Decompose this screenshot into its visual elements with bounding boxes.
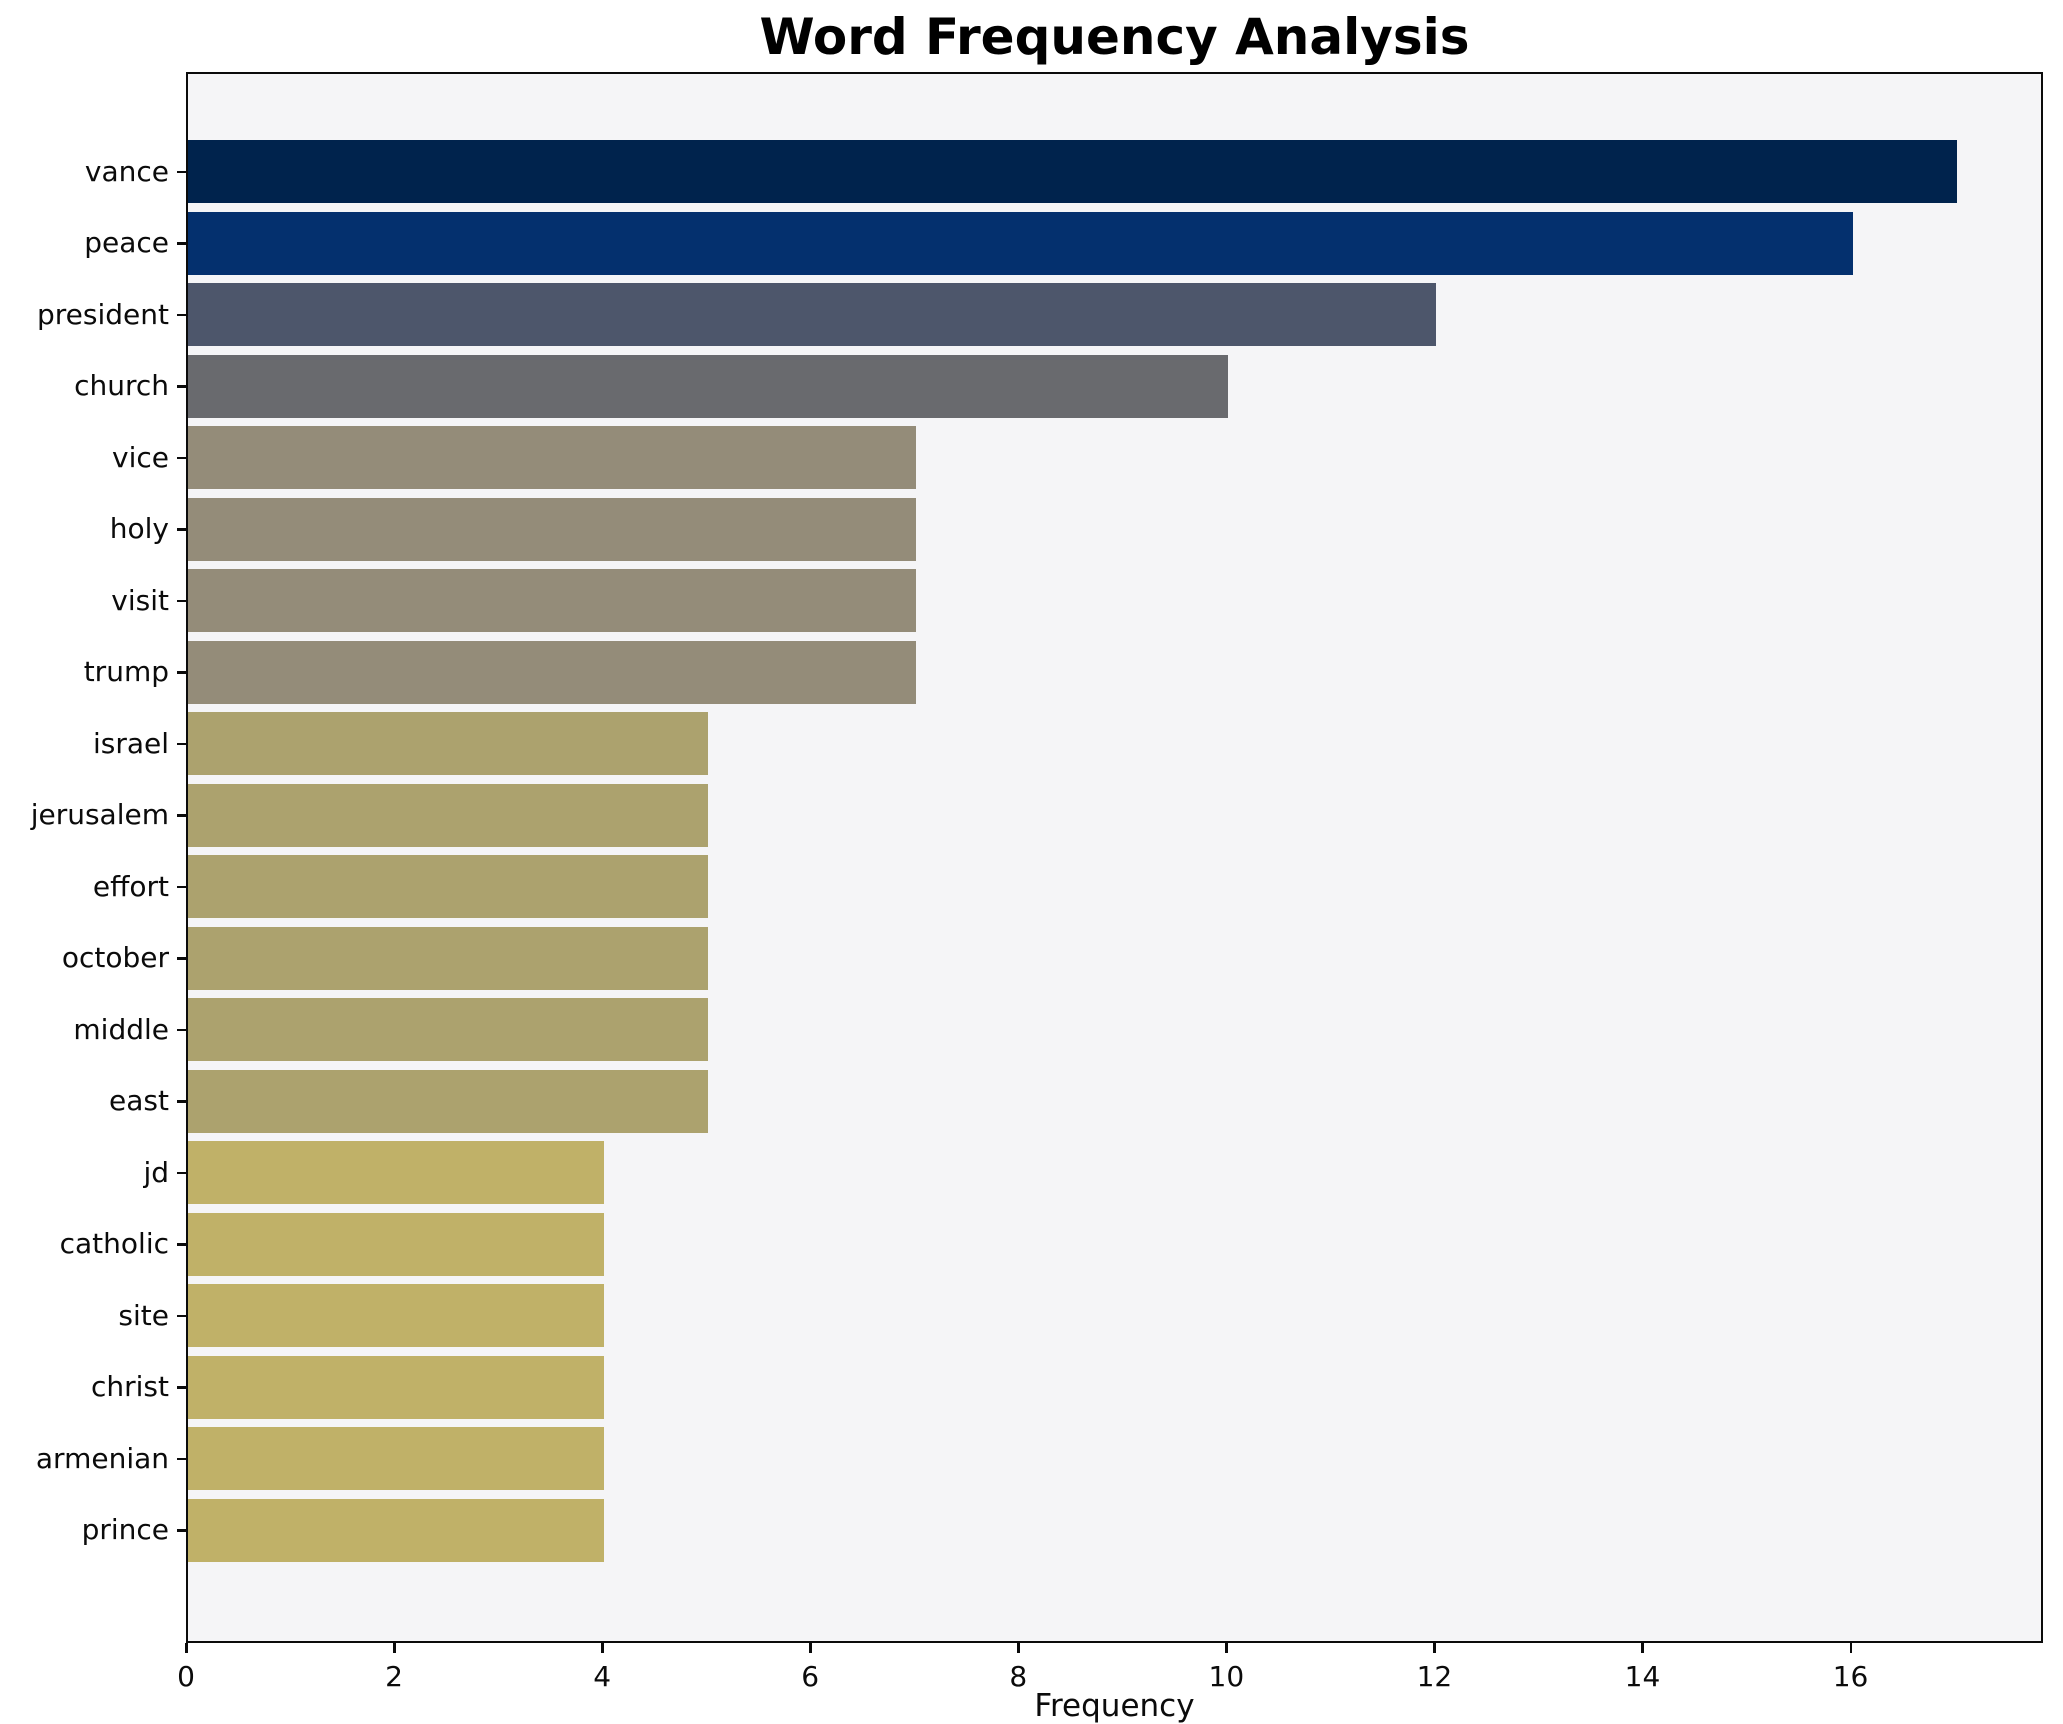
y-tick-prince	[177, 1529, 186, 1532]
y-label-vance: vance	[84, 154, 169, 188]
y-tick-october	[177, 957, 186, 960]
y-label-east: east	[109, 1084, 169, 1117]
bar-holy	[188, 497, 917, 561]
x-tick-label-0: 0	[177, 1660, 195, 1693]
bar-armenian	[188, 1427, 605, 1490]
bar-vance	[188, 140, 1957, 203]
x-tick-label-16: 16	[1832, 1660, 1869, 1693]
x-tick-label-12: 12	[1416, 1660, 1453, 1693]
bar-trump	[188, 640, 917, 704]
y-tick-effort	[177, 885, 186, 888]
y-tick-vice	[177, 456, 186, 459]
y-tick-armenian	[177, 1457, 186, 1460]
bar-effort	[188, 855, 709, 918]
y-tick-east	[177, 1100, 186, 1103]
y-label-effort: effort	[92, 869, 169, 903]
y-tick-israel	[177, 742, 186, 745]
y-label-peace: peace	[84, 226, 169, 259]
y-label-armenian: armenian	[35, 1441, 169, 1475]
y-label-middle: middle	[73, 1012, 169, 1046]
x-tick-label-10: 10	[1208, 1660, 1245, 1693]
x-tick-2	[393, 1643, 396, 1653]
y-tick-peace	[177, 242, 186, 245]
bar-president	[188, 283, 1437, 346]
x-tick-8	[1017, 1643, 1020, 1653]
bar-jd	[188, 1141, 605, 1204]
x-tick-14	[1641, 1643, 1644, 1653]
bar-site	[188, 1284, 605, 1347]
x-tick-4	[601, 1643, 604, 1653]
y-tick-president	[177, 313, 186, 316]
y-tick-catholic	[177, 1243, 186, 1246]
bar-prince	[188, 1498, 605, 1562]
x-tick-10	[1225, 1643, 1228, 1653]
y-tick-holy	[177, 528, 186, 531]
x-tick-6	[809, 1643, 812, 1653]
bar-middle	[188, 998, 709, 1061]
y-label-president: president	[37, 297, 169, 331]
bar-visit	[188, 569, 917, 632]
bar-east	[188, 1069, 709, 1133]
y-tick-christ	[177, 1386, 186, 1389]
y-label-jd: jd	[143, 1155, 169, 1189]
y-label-jerusalem: jerusalem	[30, 798, 169, 831]
y-label-catholic: catholic	[59, 1227, 169, 1260]
y-tick-visit	[177, 599, 186, 602]
y-label-holy: holy	[109, 512, 169, 545]
y-tick-site	[177, 1314, 186, 1317]
y-tick-trump	[177, 671, 186, 674]
x-tick-0	[185, 1643, 188, 1653]
bar-peace	[188, 211, 1853, 275]
y-label-visit: visit	[111, 583, 169, 617]
x-tick-16	[1849, 1643, 1853, 1653]
bar-vice	[188, 426, 917, 489]
y-label-vice: vice	[112, 440, 169, 474]
x-axis-title: Frequency	[1034, 1688, 1195, 1724]
y-label-october: october	[61, 941, 169, 974]
x-tick-label-14: 14	[1624, 1660, 1661, 1693]
y-label-christ: christ	[91, 1370, 169, 1403]
bar-christ	[188, 1355, 605, 1419]
y-label-site: site	[118, 1298, 169, 1332]
x-tick-label-4: 4	[593, 1660, 612, 1693]
bar-jerusalem	[188, 783, 709, 847]
chart-title: Word Frequency Analysis	[759, 8, 1470, 66]
y-tick-vance	[177, 170, 186, 173]
x-tick-label-2: 2	[385, 1660, 403, 1693]
x-tick-12	[1433, 1643, 1436, 1653]
y-label-church: church	[74, 369, 169, 402]
bar-israel	[188, 712, 709, 775]
y-label-israel: israel	[92, 726, 169, 760]
x-tick-label-8: 8	[1009, 1660, 1028, 1693]
y-label-prince: prince	[81, 1513, 169, 1546]
x-tick-label-6: 6	[801, 1660, 820, 1693]
y-tick-jerusalem	[177, 814, 186, 817]
bar-church	[188, 354, 1229, 418]
bar-catholic	[188, 1212, 605, 1276]
bar-october	[188, 926, 709, 990]
y-tick-jd	[177, 1171, 186, 1174]
y-tick-church	[177, 385, 186, 388]
y-tick-middle	[177, 1028, 186, 1031]
y-label-trump: trump	[83, 655, 169, 688]
